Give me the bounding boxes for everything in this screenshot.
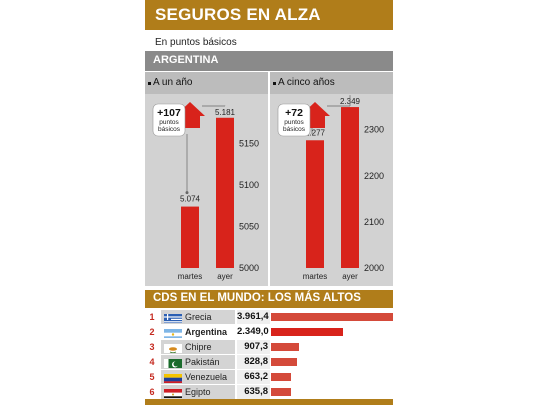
argentina-flag-icon xyxy=(164,327,182,338)
country-name: Grecia xyxy=(185,312,212,322)
bullet-icon xyxy=(273,82,276,85)
bullet-icon xyxy=(148,82,151,85)
bottom-rule xyxy=(145,399,393,405)
country-cell: Pakistán xyxy=(161,355,235,369)
ranking-row: 4 Pakistán 828,8 xyxy=(145,355,395,370)
x-tick-label: martes xyxy=(178,272,202,281)
greece-flag-icon xyxy=(164,312,182,323)
delta-value: +72 xyxy=(285,107,303,119)
country-cell: Egipto xyxy=(161,385,235,399)
country-header: ARGENTINA xyxy=(145,51,393,71)
data-label: 2.277 xyxy=(305,128,326,137)
rank-number: 2 xyxy=(149,327,155,337)
y-tick-label: 5000 xyxy=(239,263,259,273)
y-tick-label: 5150 xyxy=(239,139,259,149)
cds-ranking-header: CDS EN EL MUNDO: LOS MÁS ALTOS xyxy=(145,290,393,308)
y-tick-label: 2200 xyxy=(364,171,384,181)
cds-bar xyxy=(271,313,393,321)
country-label: ARGENTINA xyxy=(153,54,219,66)
country-name: Egipto xyxy=(185,387,211,397)
cds-value: 828,8 xyxy=(237,355,270,369)
country-cell: Chipre xyxy=(161,340,235,354)
cds-bar xyxy=(271,343,299,351)
cds-value: 3.961,4 xyxy=(237,310,270,324)
y-tick-label: 2100 xyxy=(364,217,384,227)
data-label: 5.074 xyxy=(180,195,201,204)
x-tick-label: ayer xyxy=(217,272,233,281)
panel-five-years-title: A cinco años xyxy=(278,77,335,88)
country-cell: Venezuela xyxy=(161,370,235,384)
cds-bar xyxy=(271,373,291,381)
delta-callout xyxy=(277,103,311,137)
cds-value: 907,3 xyxy=(237,340,270,354)
panel-one-year-header: A un año xyxy=(145,72,268,94)
y-tick-label: 5100 xyxy=(239,180,259,190)
rank-number: 3 xyxy=(149,342,155,352)
cds-bar xyxy=(271,388,291,396)
chart-one-year: 5000 5050 5100 5150 martes ayer 5.074 5.181 +107… xyxy=(152,102,259,281)
x-tick-label: ayer xyxy=(342,272,358,281)
bar xyxy=(306,140,324,268)
rank-number: 4 xyxy=(149,357,155,367)
country-cell: Argentina xyxy=(161,325,235,339)
ranking-row: 1 Grecia 3.961,4 xyxy=(145,310,395,325)
x-tick-label: martes xyxy=(303,272,327,281)
title: SEGUROS EN ALZA xyxy=(155,5,321,24)
cyprus-flag-icon xyxy=(164,342,182,353)
panel-one-year: A un año 5000 5050 5100 5150 martes ayer 5.074… xyxy=(145,72,268,286)
ranking-row: 5 Venezuela 663,2 xyxy=(145,370,395,385)
delta-caption: puntos xyxy=(284,119,304,126)
y-tick-label: 5050 xyxy=(239,222,259,232)
country-cell: Grecia xyxy=(161,310,235,324)
y-tick-label: 2000 xyxy=(364,263,384,273)
cds-bar xyxy=(271,328,343,336)
rank-number: 5 xyxy=(149,372,155,382)
bar xyxy=(216,117,234,268)
panel-five-years: A cinco años 2000 2100 2200 2300 martes ayer 2… xyxy=(270,72,393,286)
cds-value: 2.349,0 xyxy=(237,325,270,339)
delta-callout xyxy=(152,103,186,137)
ranking-row: 2 Argentina 2.349,0 xyxy=(145,325,395,340)
rank-number: 6 xyxy=(149,387,155,397)
data-label: 5.181 xyxy=(215,108,236,117)
cds-ranking-title: CDS EN EL MUNDO: LOS MÁS ALTOS xyxy=(153,292,361,304)
cds-value: 663,2 xyxy=(237,370,270,384)
country-name: Chipre xyxy=(185,342,212,352)
venezuela-flag-icon xyxy=(164,372,182,383)
delta-caption: básicos xyxy=(158,126,181,133)
title-bar: SEGUROS EN ALZA xyxy=(145,0,393,30)
cds-bar xyxy=(271,358,297,366)
y-tick-label: 2300 xyxy=(364,125,384,135)
country-name: Pakistán xyxy=(185,357,220,367)
bar xyxy=(181,206,199,268)
connector-dot xyxy=(185,191,189,195)
delta-value: +107 xyxy=(157,107,181,119)
country-name: Venezuela xyxy=(185,372,228,382)
panel-five-years-header: A cinco años xyxy=(270,72,393,94)
egypt-flag-icon xyxy=(164,387,182,398)
bar xyxy=(341,107,359,268)
ranking-row: 3 Chipre 907,3 xyxy=(145,340,395,355)
rank-number: 1 xyxy=(149,312,155,322)
ranking-row: 6 Egipto 635,8 xyxy=(145,385,395,400)
cds-value: 635,8 xyxy=(237,385,270,399)
country-name: Argentina xyxy=(185,327,228,337)
subtitle: En puntos básicos xyxy=(155,37,237,48)
pakistan-flag-icon xyxy=(164,357,182,368)
panel-one-year-title: A un año xyxy=(153,77,193,88)
delta-caption: puntos xyxy=(159,119,179,126)
delta-caption: básicos xyxy=(283,126,306,133)
